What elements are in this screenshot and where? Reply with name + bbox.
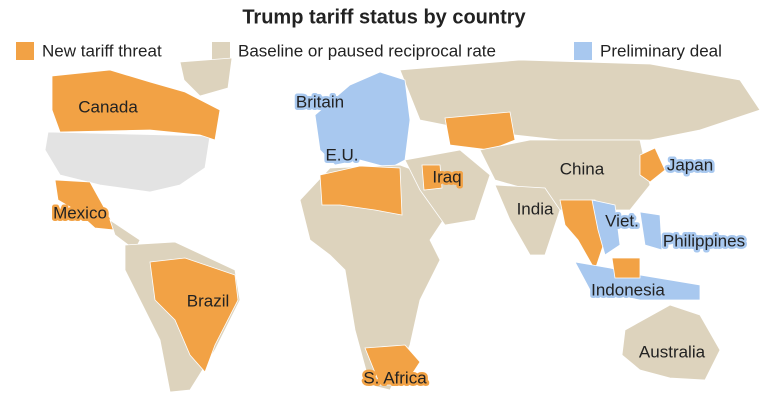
region bbox=[591, 199, 621, 256]
country-labels: Canada Britain E.U. Mexico Iraq China Ja… bbox=[51, 90, 748, 390]
country-label: Canada bbox=[78, 97, 138, 116]
country-label: China bbox=[560, 159, 605, 178]
country-label: Iraq bbox=[432, 167, 461, 186]
region bbox=[149, 257, 239, 373]
legend-swatch bbox=[212, 42, 230, 60]
country-label: Britain bbox=[296, 92, 344, 111]
country-label: S. Africa bbox=[363, 368, 427, 387]
region bbox=[444, 111, 516, 151]
legend-swatch bbox=[16, 42, 34, 60]
country-label: Mexico bbox=[53, 203, 107, 222]
region bbox=[364, 344, 421, 386]
country-label: Viet. bbox=[605, 211, 639, 230]
country-label: Philippines bbox=[663, 231, 745, 250]
country-label: E.U. bbox=[325, 145, 358, 164]
region bbox=[479, 139, 651, 211]
country-label: Brazil bbox=[187, 291, 230, 310]
country-label: India bbox=[517, 199, 554, 218]
legend-label: Baseline or paused reciprocal rate bbox=[238, 41, 496, 60]
region bbox=[44, 131, 211, 193]
country-label: Japan bbox=[667, 155, 713, 174]
region bbox=[51, 69, 221, 141]
legend-swatch bbox=[574, 42, 592, 60]
region bbox=[611, 257, 641, 279]
legend-label: Preliminary deal bbox=[600, 41, 722, 60]
region bbox=[179, 57, 233, 97]
region bbox=[319, 165, 403, 216]
legend: New tariff threat Baseline or paused rec… bbox=[16, 41, 722, 60]
legend-label: New tariff threat bbox=[42, 41, 162, 60]
region bbox=[639, 147, 666, 183]
region bbox=[621, 304, 721, 381]
map bbox=[44, 57, 761, 393]
region bbox=[494, 184, 561, 256]
title: Trump tariff status by country bbox=[242, 6, 526, 28]
region bbox=[421, 164, 443, 191]
country-label: Indonesia bbox=[591, 280, 665, 299]
country-label: Australia bbox=[639, 342, 706, 361]
region bbox=[639, 211, 663, 251]
